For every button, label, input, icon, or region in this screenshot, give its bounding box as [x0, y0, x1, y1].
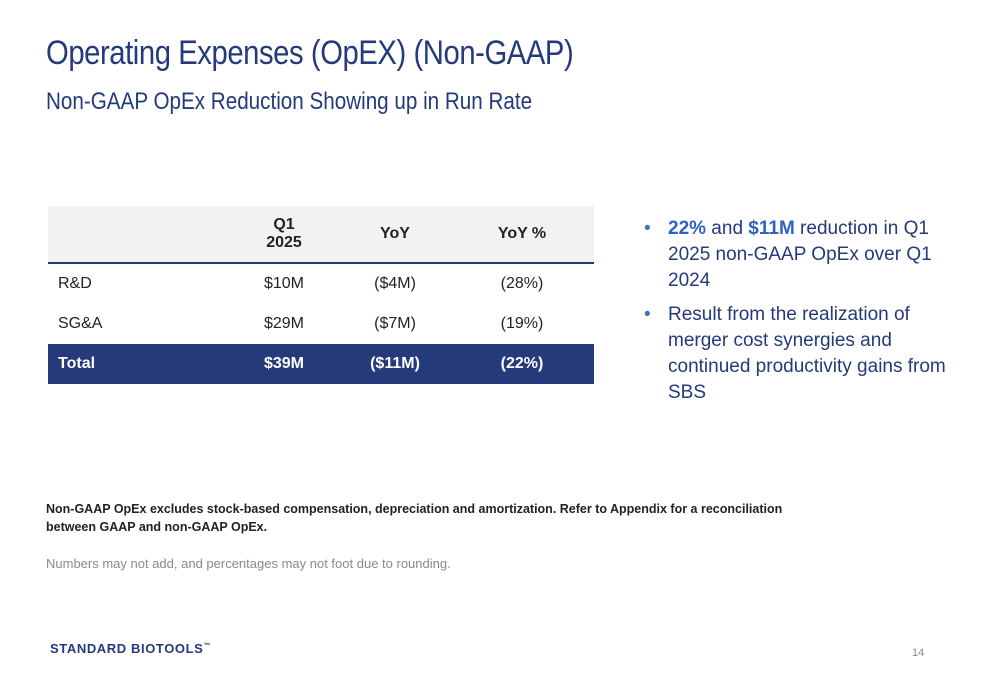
key-points-list: • 22% and $11M reduction in Q1 2025 non-…: [644, 216, 964, 414]
bullet-text: Result from the realization of merger co…: [668, 304, 946, 403]
cell-yoy: ($7M): [374, 315, 416, 332]
bullet-text-rest: reduction in Q1 2025 non-GAAP OpEx over …: [668, 218, 932, 291]
opex-table: Q1 2025 YoY YoY % R&D $10M ($4M) (28%) S…: [48, 206, 594, 384]
row-label: SG&A: [58, 315, 103, 332]
header-yoy: YoY: [340, 206, 450, 264]
rounding-note: Numbers may not add, and percentages may…: [46, 556, 451, 571]
header-q1-line1: Q1: [273, 216, 295, 233]
header-yoy-pct: YoY %: [450, 206, 594, 264]
cell-yoy-pct: (28%): [500, 275, 544, 292]
row-label: R&D: [58, 275, 92, 292]
table-header-row: Q1 2025 YoY YoY %: [48, 206, 594, 264]
non-gaap-footnote: Non-GAAP OpEx excludes stock-based compe…: [46, 502, 783, 534]
bullet-dot-icon: •: [644, 218, 651, 239]
cell-q1: $29M: [263, 315, 305, 332]
header-q1-line2: 2025: [266, 234, 302, 251]
table-row-rd: R&D $10M ($4M) (28%): [48, 263, 594, 304]
cell-yoy-pct: (19%): [500, 315, 544, 332]
highlight-percent: 22%: [668, 218, 707, 239]
page-number: 14: [912, 647, 925, 659]
bullet-synergies: • Result from the realization of merger …: [644, 302, 964, 406]
highlight-amount: $11M: [748, 218, 795, 239]
table-row-sga: SG&A $29M ($7M) (19%): [48, 304, 594, 344]
header-q1-2025: Q1 2025: [228, 206, 340, 264]
header-empty-cell: [48, 206, 228, 264]
bullet-reduction: • 22% and $11M reduction in Q1 2025 non-…: [644, 216, 964, 294]
total-label: Total: [48, 344, 228, 384]
company-logo: STANDARD BIOTOOLS™: [50, 641, 211, 656]
page-title: Operating Expenses (OpEX) (Non-GAAP): [46, 34, 574, 72]
opex-table-container: Q1 2025 YoY YoY % R&D $10M ($4M) (28%) S…: [48, 206, 594, 384]
total-q1: $39M: [228, 344, 340, 384]
cell-q1: $10M: [263, 275, 305, 292]
bullet-dot-icon: •: [644, 304, 651, 325]
total-yoy-pct: (22%): [450, 344, 594, 384]
total-yoy: ($11M): [340, 344, 450, 384]
cell-yoy: ($4M): [374, 275, 416, 292]
page-subtitle: Non-GAAP OpEx Reduction Showing up in Ru…: [46, 88, 533, 115]
trademark-symbol: ™: [203, 642, 212, 650]
logo-text: STANDARD BIOTOOLS: [50, 641, 204, 656]
bullet-text-mid: and: [706, 218, 749, 239]
table-row-total: Total $39M ($11M) (22%): [48, 344, 594, 384]
